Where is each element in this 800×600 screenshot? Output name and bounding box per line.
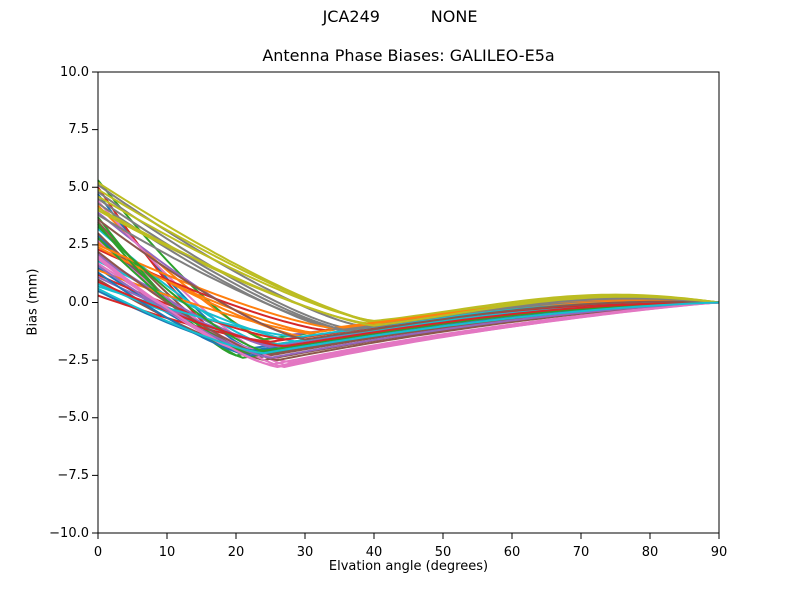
y-tick-label: 0.0: [68, 295, 89, 310]
x-tick-label: 30: [296, 545, 314, 560]
x-axis-label: Elvation angle (degrees): [328, 559, 489, 574]
y-tick-label: −10.0: [49, 525, 89, 541]
bias-curve: [97, 287, 720, 355]
x-tick-label: 60: [503, 545, 521, 560]
y-tick-label: −7.5: [57, 467, 89, 483]
bias-curve: [97, 218, 720, 341]
y-tick-label: 10.0: [60, 64, 89, 80]
axes-title: Antenna Phase Biases: GALILEO-E5a: [262, 46, 555, 65]
x-tick-label: 20: [227, 545, 245, 560]
bias-curve: [97, 225, 719, 352]
bias-curve: [97, 255, 720, 368]
bias-curve: [97, 257, 720, 366]
x-tick-label: 90: [710, 545, 728, 560]
x-tick-label: 10: [158, 545, 176, 560]
x-tick-label: 40: [365, 545, 383, 560]
y-tick-label: −2.5: [57, 352, 89, 368]
bias-curve: [97, 195, 720, 322]
y-tick-label: 2.5: [68, 237, 89, 253]
bias-curve: [97, 207, 720, 327]
y-tick-label: −5.0: [57, 410, 89, 426]
x-tick-label: 80: [641, 545, 659, 560]
bias-curve: [97, 280, 719, 348]
x-tick-label: 0: [93, 545, 103, 560]
x-tick-label: 50: [434, 545, 452, 560]
y-tick-label: 7.5: [68, 122, 89, 138]
y-tick-label: 5.0: [68, 179, 89, 195]
x-tick-label: 70: [572, 545, 590, 560]
figure-suptitle: JCA249 NONE: [322, 7, 478, 26]
